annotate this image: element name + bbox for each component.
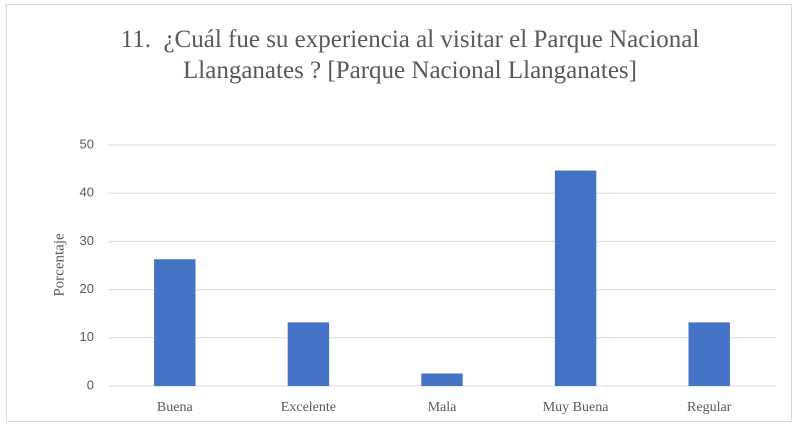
y-tick-label: 20 [80, 281, 94, 296]
bar [154, 259, 196, 386]
x-tick-label: Regular [687, 400, 732, 415]
x-tick-label: Mala [428, 400, 458, 415]
x-tick-label: Muy Buena [543, 400, 610, 415]
y-tick-label: 0 [87, 377, 94, 392]
chart-title: 11. ¿Cuál fue su experiencia al visitar … [120, 26, 706, 84]
y-tick-label: 40 [80, 185, 94, 200]
bar [287, 322, 330, 386]
bar [688, 322, 730, 386]
y-axis-label: Porcentaje [51, 233, 67, 297]
y-tick-label: 10 [80, 329, 94, 344]
y-tick-label: 50 [80, 136, 94, 151]
y-tick-label: 30 [80, 233, 94, 248]
bar [421, 373, 463, 386]
x-tick-label: Buena [157, 400, 194, 415]
x-tick-label: Excelente [281, 400, 336, 415]
chart-frame [6, 4, 792, 422]
bar [554, 170, 597, 386]
